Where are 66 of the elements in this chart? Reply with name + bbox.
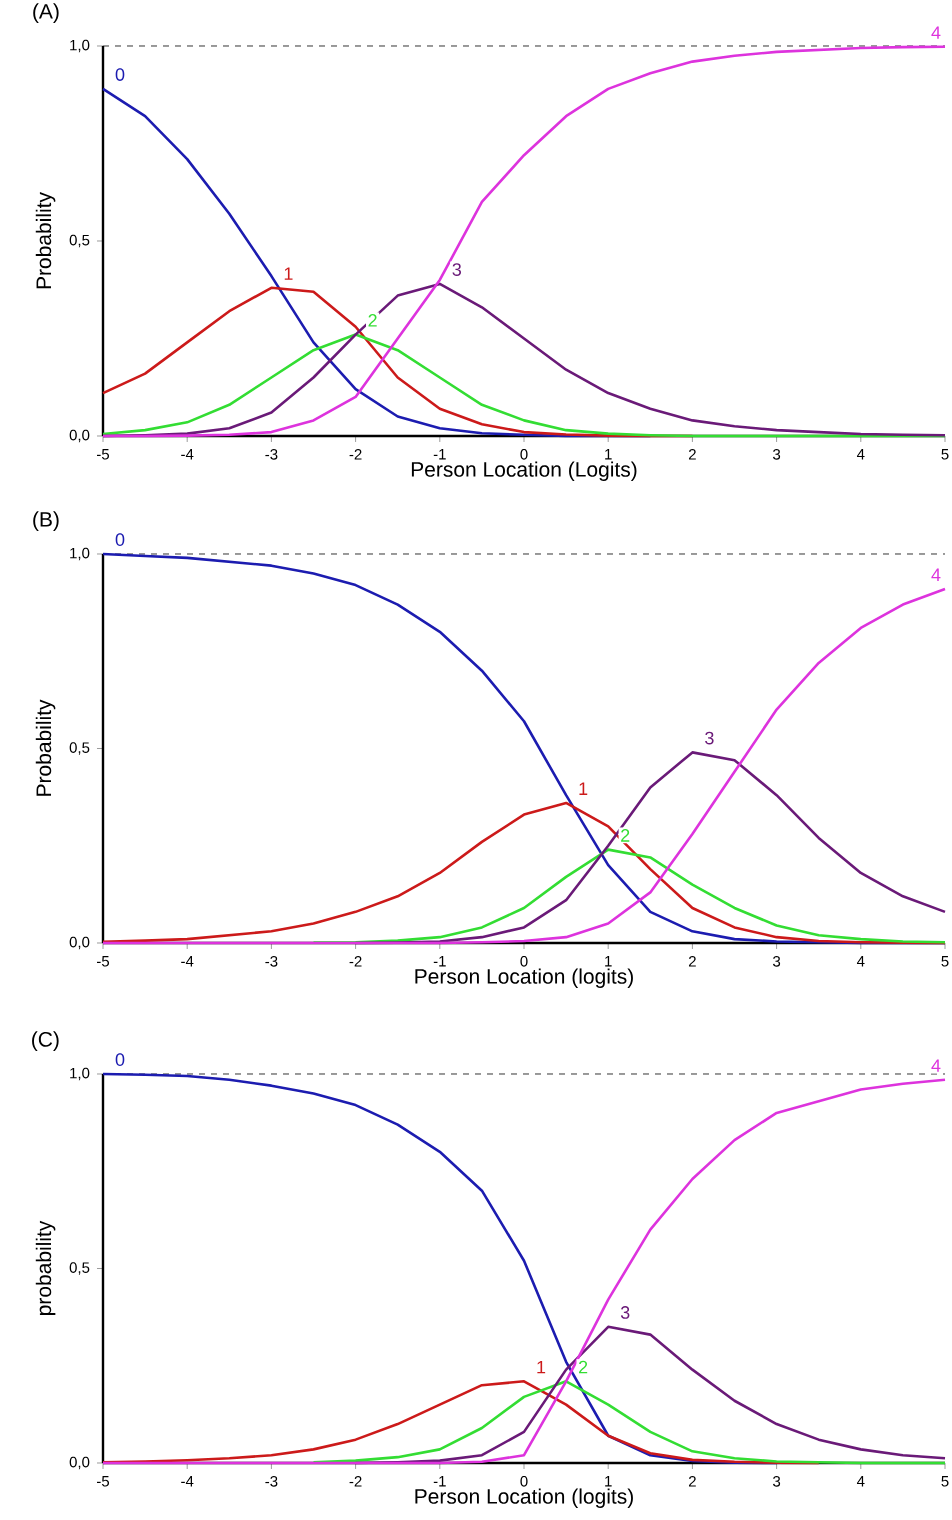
x-tick-label: -2 <box>349 956 362 967</box>
y-tick-label: 0,5 <box>69 742 90 755</box>
x-tick-label: 2 <box>688 449 696 460</box>
y-axis-title: Probability <box>35 192 56 289</box>
series-label: 1 <box>579 782 588 795</box>
x-tick-label: -4 <box>181 1476 194 1487</box>
y-axis-title: probability <box>35 1220 56 1315</box>
x-tick-label: -1 <box>433 1476 446 1487</box>
x-tick-label: -5 <box>96 449 110 460</box>
series-label: 2 <box>579 1360 588 1374</box>
series-label: 0 <box>115 1053 125 1066</box>
x-tick-label: -3 <box>265 449 278 460</box>
series-label: 2 <box>368 314 377 327</box>
x-tick-label: 2 <box>688 1476 696 1487</box>
y-tick-label: 0,0 <box>69 429 90 443</box>
series-label: 1 <box>284 267 293 280</box>
x-tick-label: 1 <box>605 1476 612 1487</box>
x-tick-label: 0 <box>520 449 528 460</box>
series-label: 3 <box>452 263 462 276</box>
chart-title: (A) <box>33 3 59 23</box>
x-axis-title: Person Location (logits) <box>415 1488 633 1508</box>
y-tick-label: 1,0 <box>70 547 90 561</box>
chart-title: (B) <box>33 511 59 531</box>
series-label: 2 <box>621 829 630 842</box>
x-tick-label: -1 <box>433 449 446 460</box>
y-tick-label: 1,0 <box>70 39 90 53</box>
x-tick-label: 4 <box>856 449 865 460</box>
series-label: 3 <box>620 1306 630 1319</box>
y-tick-label: 0,0 <box>69 936 90 950</box>
x-tick-label: -3 <box>265 1476 278 1487</box>
x-tick-label: 3 <box>773 1476 781 1487</box>
x-tick-label: 2 <box>688 956 696 967</box>
x-tick-label: -4 <box>181 449 194 460</box>
y-axis-title: Probability <box>35 699 56 796</box>
series-label: 1 <box>537 1360 546 1374</box>
x-tick-label: 1 <box>605 449 612 460</box>
x-tick-label: -3 <box>265 956 278 967</box>
x-tick-label: -5 <box>96 956 110 967</box>
x-tick-label: -5 <box>96 1476 110 1487</box>
x-axis-title: Person Location (Logits) <box>411 461 637 481</box>
y-tick-label: 1,0 <box>70 1067 90 1081</box>
chart-title: (C) <box>32 1031 59 1051</box>
series-label: 4 <box>931 568 941 581</box>
x-tick-label: 4 <box>856 1476 865 1487</box>
x-tick-label: -2 <box>349 449 362 460</box>
series-label: 3 <box>705 731 714 745</box>
y-tick-label: 0,5 <box>69 234 90 248</box>
series-label: 4 <box>931 26 941 39</box>
x-tick-label: 4 <box>856 956 865 967</box>
series-label: 4 <box>931 1059 941 1072</box>
x-axis-title: Person Location (logits) <box>415 968 633 988</box>
y-tick-label: 0,5 <box>69 1262 90 1275</box>
series-label: 0 <box>115 68 125 81</box>
x-tick-label: -1 <box>433 956 446 967</box>
x-tick-label: 5 <box>941 956 949 967</box>
x-tick-label: -4 <box>181 956 194 967</box>
x-tick-label: 5 <box>941 449 949 460</box>
x-tick-label: 1 <box>605 956 612 967</box>
series-label: 0 <box>115 533 125 546</box>
x-tick-label: 0 <box>520 1476 528 1487</box>
x-tick-label: 5 <box>941 1476 949 1487</box>
y-tick-label: 0,0 <box>69 1456 90 1470</box>
x-tick-label: 3 <box>773 956 781 967</box>
x-tick-label: 3 <box>773 449 781 460</box>
x-tick-label: -2 <box>349 1476 362 1487</box>
x-tick-label: 0 <box>520 956 528 967</box>
